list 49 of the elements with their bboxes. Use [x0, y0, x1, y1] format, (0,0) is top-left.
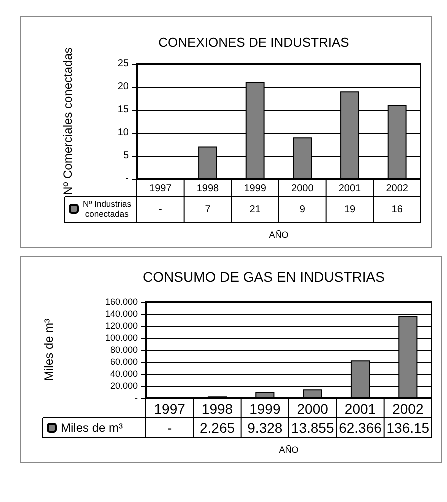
x-tick-label: 2002 [392, 401, 424, 417]
x-tick-label: 1997 [154, 401, 186, 417]
data-label: 16 [392, 204, 404, 216]
data-label: 13.855 [291, 420, 334, 436]
y-tick-label: 40.000 [110, 369, 138, 379]
text: - [167, 420, 172, 436]
data-label: 9.328 [248, 420, 283, 436]
y-axis-title: Nº Comerciales conectadas [61, 48, 75, 196]
x-tick-label: 1999 [250, 401, 281, 417]
y-tick-label: 140.000 [105, 309, 138, 319]
y-tick-label: 15 [118, 104, 130, 116]
x-tick-label: 1997 [150, 184, 172, 194]
data-label: 9 [300, 204, 306, 216]
x-tick-label: 1998 [196, 184, 220, 194]
y-tick-label: - [135, 393, 138, 403]
x-tick-label: 1998 [202, 401, 234, 417]
chart-title: CONSUMO DE GAS EN INDUSTRIAS [143, 269, 385, 285]
x-tick-label: 1999 [244, 184, 267, 194]
chart-title: CONEXIONES DE INDUSTRIAS [158, 35, 350, 50]
x-tick-label: 2001 [344, 401, 376, 417]
legend-label: Miles de m³ [61, 421, 124, 435]
y-tick-label: 5 [123, 150, 130, 162]
y-tick-label: 120.000 [105, 321, 138, 331]
y-tick-label: 20.000 [110, 381, 138, 391]
text: - [158, 204, 162, 216]
legend-label: Nº Industrias conectadas [83, 199, 132, 219]
y-tick-label: 160.000 [105, 297, 138, 307]
x-tick-label: 2001 [338, 184, 362, 194]
x-tick-label: 2000 [292, 184, 314, 194]
y-axis-title: Miles de m³ [42, 318, 56, 382]
y-tick-label: 25 [118, 58, 130, 70]
data-label: 21 [250, 204, 262, 216]
x-tick-label: 2002 [386, 184, 409, 194]
data-label: 19 [344, 204, 356, 216]
x-axis-title: AÑO [269, 230, 289, 240]
x-tick-label: 2000 [297, 401, 329, 417]
y-tick-label: 60.000 [110, 357, 138, 367]
data-label: 136.15 [386, 420, 430, 436]
bar [256, 392, 275, 398]
y-tick-label: 10 [118, 128, 130, 138]
bar [303, 390, 322, 398]
y-tick-label: 20 [118, 82, 130, 92]
data-label: 2.265 [200, 420, 236, 436]
y-tick-label: - [126, 174, 129, 184]
y-tick-label: 80.000 [110, 345, 138, 355]
data-label: 7 [205, 204, 212, 216]
y-tick-label: 100.000 [105, 333, 138, 343]
x-axis-title: AÑO [279, 445, 299, 455]
data-label: 62.366 [339, 420, 382, 436]
